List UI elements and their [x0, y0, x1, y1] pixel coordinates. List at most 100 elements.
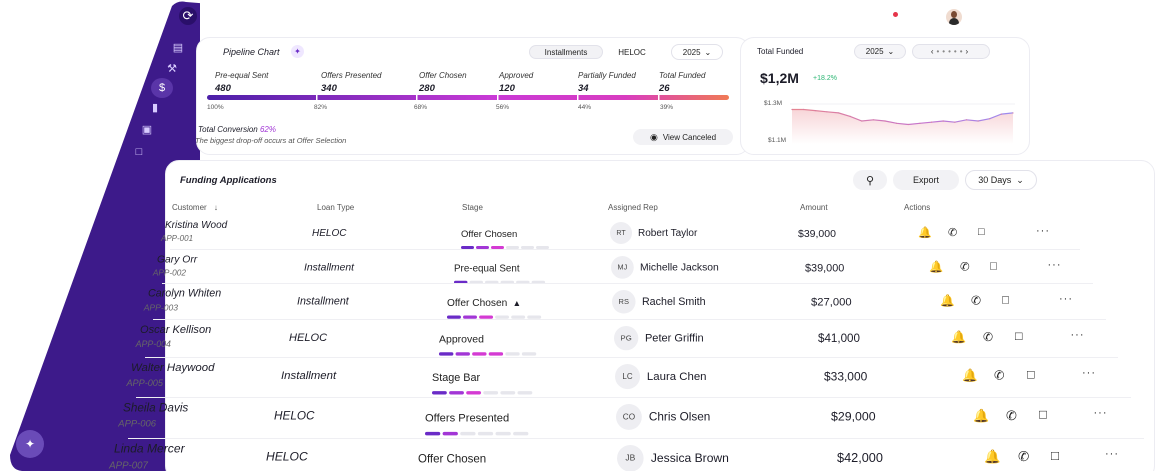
- progress-segment: [517, 391, 533, 395]
- bell-icon[interactable]: 🔔: [973, 409, 990, 424]
- progress-segment: [513, 431, 529, 436]
- column-assigned-rep: Assigned Rep: [608, 203, 658, 212]
- funded-chart: [790, 103, 1015, 144]
- chevron-down-icon: ⌄: [1016, 174, 1024, 185]
- assigned-rep: PG Peter Griffin: [613, 326, 703, 351]
- loan-type: HELOC: [289, 332, 328, 345]
- stage-value: 34: [578, 83, 589, 94]
- progress-segment: [510, 315, 525, 319]
- phone-icon[interactable]: ✆: [982, 331, 993, 345]
- pipeline-stage: Approved 120: [499, 71, 533, 94]
- notification-dot[interactable]: [893, 12, 898, 17]
- progress-segment: [455, 352, 471, 356]
- eye-icon: ◉: [649, 131, 658, 142]
- more-options-icon[interactable]: ···: [1082, 367, 1096, 379]
- chart-series-line: [792, 108, 1014, 126]
- column-customer[interactable]: Customer ↓: [172, 203, 218, 212]
- stage-label: Offer Chosen: [419, 71, 467, 80]
- message-icon[interactable]: □: [990, 260, 998, 273]
- bell-icon[interactable]: 🔔: [984, 450, 1001, 465]
- messages-icon[interactable]: □: [135, 146, 143, 158]
- more-options-icon[interactable]: ···: [1105, 448, 1119, 460]
- progress-segment: [472, 352, 487, 356]
- stage-progress: [461, 246, 549, 249]
- row-divider: [144, 357, 1119, 358]
- tools-icon[interactable]: ⚒: [167, 62, 177, 75]
- profile-menu-icon[interactable]: ✦: [16, 430, 44, 458]
- phone-icon[interactable]: ✆: [948, 227, 958, 239]
- amount: $29,000: [830, 410, 876, 425]
- assigned-rep: JB Jessica Brown: [617, 445, 729, 471]
- phone-icon[interactable]: ✆: [1006, 409, 1017, 424]
- logo-icon[interactable]: ⟳: [182, 8, 194, 23]
- view-canceled-button[interactable]: ◉ View Canceled: [633, 129, 733, 145]
- column-actions: Actions: [904, 203, 931, 212]
- bell-icon[interactable]: 🔔: [918, 227, 932, 239]
- stage-progress: [446, 315, 541, 319]
- stage-value: 280: [419, 83, 435, 94]
- export-button[interactable]: Export: [893, 170, 959, 190]
- progress-segment: [500, 280, 514, 284]
- chart-point: [942, 120, 944, 122]
- chevron-right-icon[interactable]: ›: [965, 47, 972, 56]
- pipeline-stage: Total Funded 26: [659, 71, 705, 94]
- phone-icon[interactable]: ✆: [1017, 450, 1029, 465]
- column-stage: Stage: [462, 203, 483, 212]
- funding-icon[interactable]: $: [151, 78, 173, 98]
- reports-icon[interactable]: ▮: [151, 101, 159, 114]
- message-icon[interactable]: □: [1014, 330, 1022, 344]
- search-button[interactable]: ⚲: [853, 170, 887, 190]
- pipeline-year-select[interactable]: 2025 ⌄: [671, 44, 723, 60]
- message-icon[interactable]: □: [1051, 449, 1060, 464]
- stage-progress: [453, 280, 545, 284]
- more-options-icon[interactable]: ···: [1036, 225, 1050, 237]
- chart-point: [1012, 112, 1014, 114]
- bell-icon[interactable]: 🔔: [962, 369, 978, 383]
- stage-percent: 44%: [578, 104, 592, 111]
- more-options-icon[interactable]: ···: [1070, 329, 1085, 341]
- phone-icon[interactable]: ✆: [994, 369, 1005, 383]
- rep-name: Michelle Jackson: [640, 261, 719, 274]
- bell-icon[interactable]: 🔔: [940, 295, 955, 308]
- stage-cell: Offer Chosen ▲: [446, 292, 541, 319]
- message-icon[interactable]: □: [978, 226, 985, 238]
- funded-year-select[interactable]: 2025 ⌄: [854, 44, 906, 59]
- sort-down-icon[interactable]: ↓: [213, 203, 218, 212]
- cards-icon[interactable]: ▣: [141, 123, 153, 136]
- more-options-icon[interactable]: ···: [1093, 407, 1108, 419]
- chart-point: [803, 108, 805, 111]
- chevron-left-icon[interactable]: ‹: [930, 47, 937, 56]
- application-id: APP-003: [143, 302, 178, 313]
- message-icon[interactable]: □: [1026, 368, 1035, 382]
- chart-pager[interactable]: ‹ ••••• ›: [912, 44, 990, 59]
- message-icon[interactable]: □: [1039, 408, 1047, 423]
- amount: $41,000: [817, 332, 860, 346]
- progress-segment: [522, 352, 537, 356]
- chart-point: [919, 122, 921, 124]
- bell-icon[interactable]: 🔔: [951, 331, 967, 345]
- loan-type: HELOC: [273, 410, 315, 423]
- range-select[interactable]: 30 Days ⌄: [965, 170, 1037, 190]
- stage-name: Offers Presented: [424, 411, 510, 425]
- stage-cell: Pre-equal Sent: [453, 258, 545, 284]
- user-avatar[interactable]: [946, 9, 962, 25]
- progress-segment: [439, 352, 454, 356]
- sparkle-icon[interactable]: ✦: [291, 45, 304, 58]
- more-options-icon[interactable]: ···: [1059, 293, 1073, 305]
- table-row-customer: Linda Mercer APP-007: [109, 443, 185, 471]
- stage-value: 480: [215, 83, 231, 94]
- message-icon[interactable]: □: [1002, 294, 1010, 307]
- more-options-icon[interactable]: ···: [1047, 259, 1062, 271]
- dashboard-icon[interactable]: ▤: [172, 41, 184, 54]
- stage-percent: 100%: [207, 104, 224, 111]
- phone-icon[interactable]: ✆: [971, 295, 982, 308]
- phone-icon[interactable]: ✆: [959, 261, 970, 274]
- bell-icon[interactable]: 🔔: [929, 261, 944, 274]
- tab-installments[interactable]: Installments: [529, 45, 603, 59]
- view-canceled-label: View Canceled: [662, 132, 717, 142]
- tab-heloc[interactable]: HELOC: [603, 45, 661, 59]
- stage-value: 340: [321, 83, 337, 94]
- pipeline-stage: Offers Presented 340: [321, 71, 381, 94]
- chart-point: [861, 120, 863, 122]
- customer-name: Linda Mercer: [114, 443, 185, 457]
